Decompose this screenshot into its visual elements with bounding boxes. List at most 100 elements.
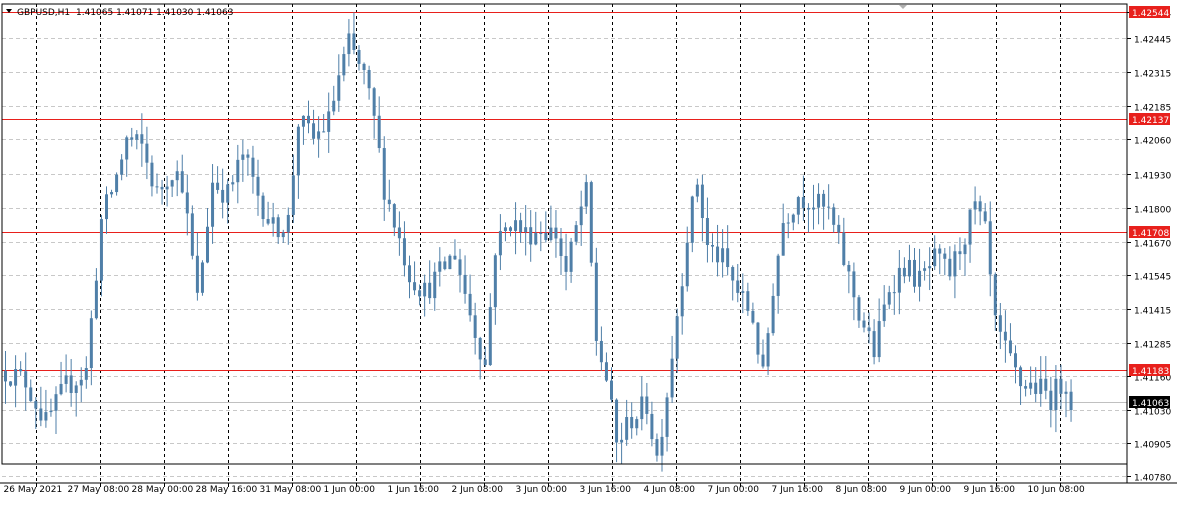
candle [549,205,553,242]
candle [79,367,83,403]
candle-body [933,248,937,267]
candle [645,382,649,425]
candle [226,179,230,224]
candle [125,135,129,177]
candle-body [488,307,492,366]
candle [120,154,124,181]
candle-body [529,227,533,245]
candle-body [175,171,179,181]
candle [1044,356,1048,400]
candle-body [519,220,523,232]
candle [246,149,250,176]
candle-body [670,358,674,398]
candle [1054,365,1058,433]
dropdown-triangle-icon[interactable] [6,9,12,13]
candle [206,208,209,264]
candle [882,285,886,327]
candle [529,210,533,262]
candle [1014,345,1017,384]
candle-body [756,322,760,355]
candle [463,255,467,304]
candle-body [1069,391,1073,411]
candle [958,237,962,270]
candle-body [362,63,366,70]
candle-body [347,33,351,55]
candle [554,210,558,258]
price-labels: 1.42544 1.42137 1.41708 1.41183 1.41063 [1129,6,1170,409]
candle-body [993,274,997,316]
candle [796,195,800,225]
candle [271,202,275,237]
candle-body [675,316,679,359]
level-price-label: 1.42544 [1132,9,1169,19]
candle-body [660,436,664,456]
candle [690,195,694,253]
candle-body [938,248,942,254]
candle [74,381,78,417]
candle-body [200,262,204,293]
candle-body [180,171,184,193]
candle-body [801,197,805,208]
candle [145,126,149,180]
candle [468,274,472,322]
candle [236,144,240,204]
candle [564,233,568,291]
candle [817,183,821,225]
candle [54,386,58,435]
candle-body [448,255,452,270]
candle [766,327,770,376]
candle-body [150,162,154,187]
candle [281,229,285,243]
candle [978,195,982,226]
candle-body [453,255,457,260]
candle-body [286,214,290,233]
candle [317,116,321,158]
candle [4,351,7,404]
candle-body [943,253,947,259]
candle-body [125,137,129,160]
shift-marker-icon[interactable] [899,5,907,9]
candle-body [983,211,987,222]
y-tick-label: 1.42445 [1134,36,1171,46]
candle [150,155,154,197]
candle [29,379,33,402]
candle-body [877,321,881,358]
price-axis: 1.42544 1.42445 1.42315 1.42185 1.42060 1.419… [1127,10,1171,484]
x-tick-label: 7 Jun 16:00 [772,485,824,495]
candle-body [473,315,477,338]
candle-body [49,410,53,413]
candle [165,175,169,207]
candle [1024,379,1028,397]
candle-body [907,259,911,277]
candle [160,179,164,205]
candle [9,381,13,387]
y-tick-label: 1.41030 [1134,408,1171,418]
x-tick-label: 10 Jun 08:00 [1028,485,1085,495]
candle-body [246,154,250,158]
candle [842,217,846,267]
candle-body [367,69,371,89]
candle-body [973,201,977,210]
candle [347,19,351,67]
candle-body [291,175,295,215]
candle-body [882,304,886,322]
candle-body [413,282,417,291]
candle [458,248,462,293]
candle [307,100,310,134]
candle [599,326,603,371]
candle [731,265,735,301]
candle [867,312,871,344]
candle [680,273,684,335]
candle [746,282,750,316]
candle [675,308,679,373]
candle [89,310,93,386]
candle-body [1059,378,1063,394]
candle-body [1054,378,1058,411]
candle-body [509,227,512,231]
candle-body [236,159,240,183]
candle-body [29,387,33,402]
candle [963,238,967,276]
candle [786,213,790,239]
ohlc-readout: 1.41065 1.41071 1.41030 1.41063 [76,8,233,18]
